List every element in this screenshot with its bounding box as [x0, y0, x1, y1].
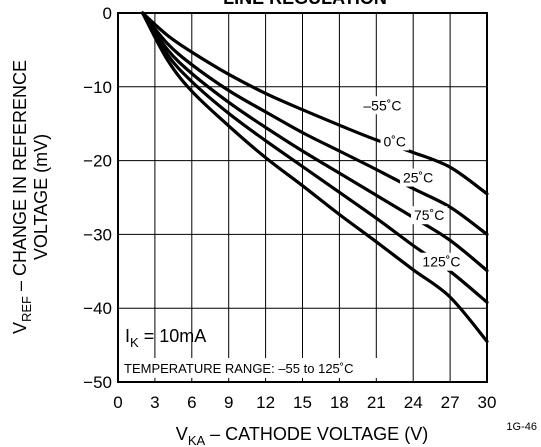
x-tick-label: 0	[113, 393, 122, 412]
y-tick-label: −50	[83, 373, 112, 392]
series-label-backing	[360, 96, 405, 115]
x-tick-label: 6	[187, 393, 196, 412]
series-label-25-C: 25˚C	[403, 170, 433, 186]
plot-frame	[117, 12, 488, 383]
y-tick-label: −20	[83, 152, 112, 171]
x-tick-label: 27	[441, 393, 460, 412]
series-line-25-C	[141, 11, 489, 273]
x-tick-label: 24	[404, 393, 423, 412]
y-axis-title-line2: VOLTAGE (mV)	[31, 134, 51, 260]
series-label-backing	[380, 132, 410, 151]
x-tick-label: 15	[293, 393, 312, 412]
condition-label: IK = 10mA	[125, 326, 206, 350]
series-label-0-C: 0˚C	[383, 133, 406, 149]
series-label-backing	[419, 252, 464, 271]
x-tick-label: 30	[478, 393, 497, 412]
x-tick-labels: 0 3 6 9 12 15 18 21 24 27 30	[113, 393, 496, 412]
series-line-125-C	[141, 11, 489, 343]
x-tick-label: 12	[256, 393, 275, 412]
x-tick-label: 21	[367, 393, 386, 412]
y-axis-title: VREF – CHANGE IN REFERENCE	[10, 60, 34, 334]
y-tick-label: −40	[83, 299, 112, 318]
y-tick-labels: 0 −10 −20 −30 −40 −50	[83, 4, 112, 392]
y-tick-label: −30	[83, 225, 112, 244]
temperature-note-box	[121, 358, 411, 378]
y-tick-label: −10	[83, 78, 112, 97]
y-tick-label: 0	[103, 4, 112, 23]
series-label-backing	[411, 206, 448, 225]
figure-id: 1G-46	[506, 421, 537, 433]
chart-title: LINE REGULATION	[223, 0, 387, 8]
x-axis-title: VKA – CATHODE VOLTAGE (V)	[176, 424, 428, 447]
series-label-backing	[399, 168, 437, 187]
x-tick-label: 3	[150, 393, 159, 412]
x-tick-label: 18	[330, 393, 349, 412]
series-label-125-C: 125˚C	[422, 254, 460, 270]
series-label-75-C: 75˚C	[414, 207, 444, 223]
series-line-0-C	[141, 11, 489, 236]
curves	[141, 11, 489, 343]
series-label-55-C: –55˚C	[363, 97, 401, 113]
temperature-note: TEMPERATURE RANGE: –55 to 125˚C	[124, 361, 354, 376]
x-tick-label: 9	[224, 393, 233, 412]
curve-labels: –55˚C 0˚C 25˚C 75˚C 125˚C	[360, 96, 464, 271]
series-line-55-C	[141, 11, 489, 196]
